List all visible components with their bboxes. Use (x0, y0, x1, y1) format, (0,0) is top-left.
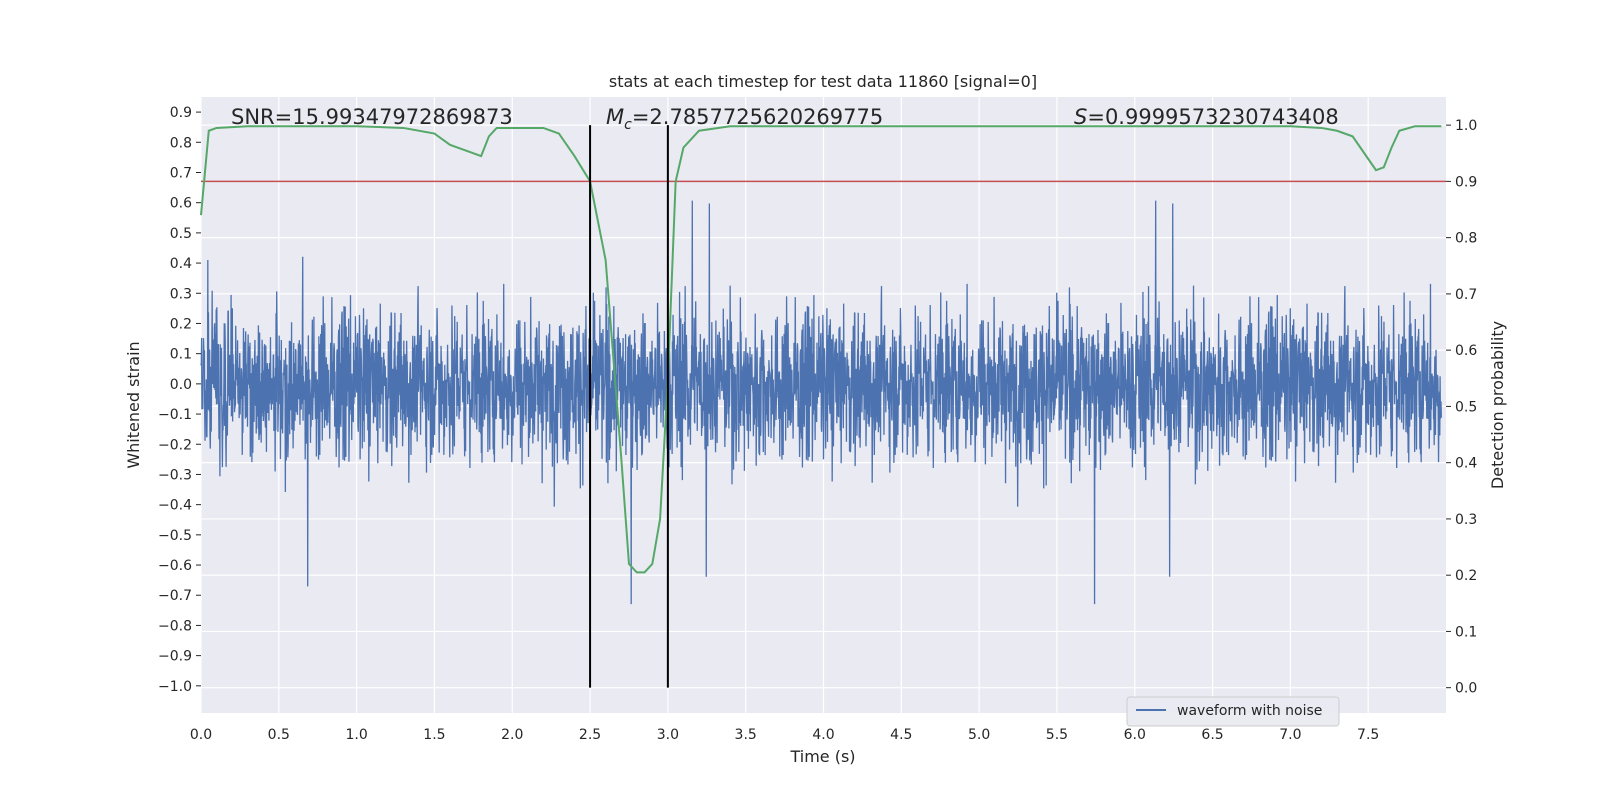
significance-annotation: S=0.9999573230743408 (1074, 105, 1339, 129)
chirp-mass-annotation: Mc=2.7857725620269775 (606, 105, 883, 133)
x-tick-label: 0.5 (268, 727, 290, 743)
y2-axis-label: Detection probability (1488, 321, 1507, 489)
y-tick-label: −0.4 (158, 498, 192, 514)
y-tick-label: 0.7 (170, 165, 192, 181)
significance-value: =0.9999573230743408 (1087, 105, 1338, 129)
x-axis-ticks: 0.0 0.5 1.0 1.5 2.0 2.5 3.0 3.5 4.0 4.5 5.0 5.5 6.0 6… (190, 727, 1379, 743)
y2-tick-label: 0.5 (1455, 399, 1477, 415)
y-axis-ticks: 0.9 0.8 0.7 0.6 0.5 0.4 0.3 0.2 0.1 0.0 −0.1 −0.2 −0… (158, 105, 201, 695)
y-tick-label: −0.5 (158, 528, 192, 544)
x-tick-label: 1.0 (345, 727, 367, 743)
chirp-mass-symbol: M (606, 105, 624, 129)
y-tick-label: −1.0 (158, 679, 192, 695)
probability-series (200, 125, 1442, 574)
y-tick-label: 0.8 (170, 135, 192, 151)
y2-tick-label: 0.9 (1455, 174, 1477, 190)
y-tick-label: 0.2 (170, 316, 192, 332)
legend-label-waveform: waveform with noise (1177, 703, 1322, 719)
y-tick-label: −0.1 (158, 407, 192, 423)
x-tick-label: 0.0 (190, 727, 212, 743)
x-tick-label: 6.5 (1201, 727, 1223, 743)
y-tick-label: −0.9 (158, 649, 192, 665)
chart-title: stats at each timestep for test data 118… (609, 72, 1037, 91)
x-tick-label: 2.0 (501, 727, 523, 743)
y2-tick-label: 0.6 (1455, 343, 1477, 359)
y-tick-label: −0.6 (158, 558, 192, 574)
y-tick-label: −0.3 (158, 467, 192, 483)
x-tick-label: 5.0 (968, 727, 990, 743)
probability-line (200, 125, 1442, 574)
x-tick-label: 6.0 (1124, 727, 1146, 743)
x-axis-label: Time (s) (789, 747, 855, 766)
y-tick-label: 0.1 (170, 347, 192, 363)
strain-series (200, 200, 1442, 605)
y-tick-label: −0.2 (158, 437, 192, 453)
legend-box (1126, 696, 1340, 727)
y-tick-label: −0.8 (158, 618, 192, 634)
significance-symbol: S (1074, 105, 1087, 129)
y-tick-label: 0.6 (170, 196, 192, 212)
y-axis-label: Whitened strain (124, 341, 143, 468)
x-tick-label: 2.5 (579, 727, 601, 743)
vertical-markers (589, 125, 669, 688)
y-tick-label: 0.5 (170, 226, 192, 242)
x-tick-label: 3.0 (657, 727, 679, 743)
x-tick-label: 4.0 (812, 727, 834, 743)
y2-tick-label: 0.7 (1455, 287, 1477, 303)
legend: waveform with noise (1126, 696, 1340, 727)
y2-tick-label: 0.0 (1455, 681, 1477, 697)
x-tick-label: 1.5 (423, 727, 445, 743)
x-tick-label: 3.5 (735, 727, 757, 743)
y-tick-label: −0.7 (158, 588, 192, 604)
y2-tick-label: 0.2 (1455, 568, 1477, 584)
y-tick-label: 0.3 (170, 286, 192, 302)
x-tick-label: 7.0 (1279, 727, 1301, 743)
snr-annotation: SNR=15.99347972869873 (231, 105, 513, 129)
chirp-mass-value: =2.7857725620269775 (632, 105, 883, 129)
y-tick-label: 0.4 (170, 256, 192, 272)
strain-line (200, 200, 1442, 605)
y2-tick-label: 0.1 (1455, 624, 1477, 640)
y2-tick-label: 0.3 (1455, 512, 1477, 528)
x-tick-label: 4.5 (890, 727, 912, 743)
y2-axis-ticks: 1.0 0.9 0.8 0.7 0.6 0.5 0.4 0.3 0.2 0.1 0.0 (1446, 118, 1477, 697)
y2-tick-label: 1.0 (1455, 118, 1477, 134)
chirp-mass-subscript: c (624, 117, 632, 133)
x-tick-label: 5.5 (1046, 727, 1068, 743)
x-tick-label: 7.5 (1357, 727, 1379, 743)
y-tick-label: 0.0 (170, 377, 192, 393)
y2-tick-label: 0.8 (1455, 231, 1477, 247)
y2-tick-label: 0.4 (1455, 456, 1477, 472)
y-tick-label: 0.9 (170, 105, 192, 121)
